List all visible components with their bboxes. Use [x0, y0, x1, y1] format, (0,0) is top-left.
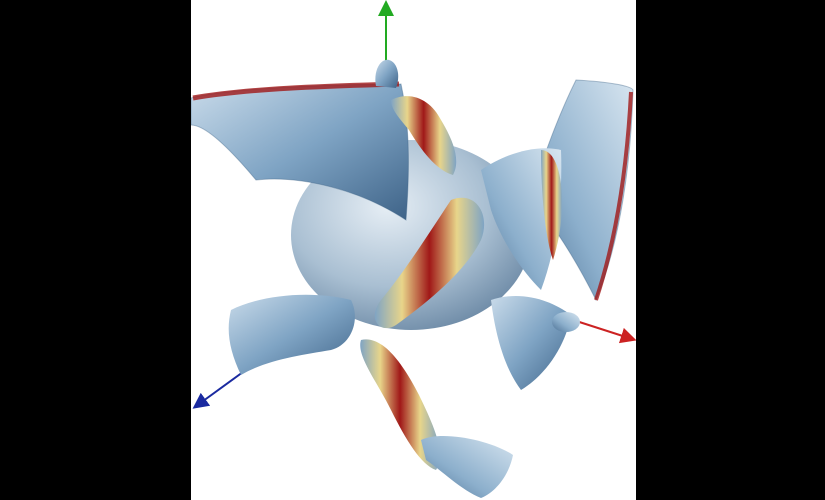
- surface-sheet-top-left-rim: [192, 81, 400, 101]
- letterbox-left: [0, 0, 191, 500]
- surface-bottom-leg: [421, 435, 513, 498]
- surface-right-wedge-band: [541, 150, 563, 260]
- surface-sheet-top-right-rim: [594, 91, 633, 301]
- surface-small-cap: [552, 312, 580, 332]
- surface-sheet-left: [228, 294, 355, 375]
- render-viewport[interactable]: [191, 0, 636, 500]
- isosurface-render: [191, 0, 636, 498]
- surface-band-upper: [391, 96, 457, 175]
- surface-right-lower: [491, 295, 571, 390]
- z-axis-arrow: [192, 371, 244, 409]
- letterbox-right: [636, 0, 825, 500]
- surface-right-wedge: [481, 148, 562, 290]
- surface-top-handle: [375, 59, 399, 88]
- surface-band-main: [374, 197, 485, 329]
- surface-band-lower: [360, 339, 440, 470]
